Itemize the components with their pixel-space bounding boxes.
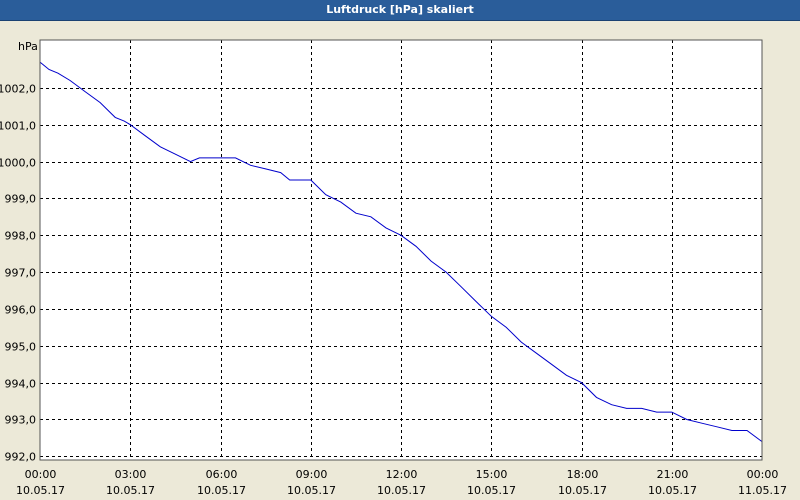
x-tick-time-label: 21:00	[657, 468, 689, 481]
y-tick-label: 992,0	[5, 451, 37, 464]
y-tick-label: 1002,0	[0, 83, 36, 96]
pressure-series-line	[39, 61, 763, 443]
y-tick-label: 998,0	[5, 230, 37, 243]
x-tick-date-label: 10.05.17	[558, 484, 607, 497]
plot-border	[39, 39, 763, 461]
x-tick-time-label: 06:00	[206, 468, 238, 481]
y-tick-label: 993,0	[5, 414, 37, 427]
x-tick-time-label: 09:00	[296, 468, 328, 481]
x-tick-date-label: 11.05.17	[738, 484, 787, 497]
window-title: Luftdruck [hPa] skaliert	[0, 0, 800, 21]
y-unit-label: hPa	[18, 40, 38, 53]
x-tick-date-label: 10.05.17	[648, 484, 697, 497]
y-tick-label: 997,0	[5, 267, 37, 280]
x-tick-date-label: 10.05.17	[106, 484, 155, 497]
x-tick-time-label: 00:00	[25, 468, 57, 481]
x-tick-time-label: 15:00	[476, 468, 508, 481]
x-tick-date-label: 10.05.17	[467, 484, 516, 497]
y-tick-label: 1000,0	[0, 157, 36, 170]
y-tick-label: 1001,0	[0, 120, 36, 133]
y-tick-label: 996,0	[5, 304, 37, 317]
y-tick-label: 994,0	[5, 378, 37, 391]
x-tick-date-label: 10.05.17	[16, 484, 65, 497]
y-tick-labels: 992,0 993,0 994,0 995,0 996,0 997,0 998,0 999,0…	[0, 83, 36, 464]
x-tick-time-label: 12:00	[386, 468, 418, 481]
x-tick-time-label: 00:00	[747, 468, 779, 481]
x-tick-date-label: 10.05.17	[197, 484, 246, 497]
y-tick-label: 995,0	[5, 341, 37, 354]
x-tick-date-label: 10.05.17	[377, 484, 426, 497]
x-tick-time-label: 03:00	[115, 468, 147, 481]
grid-lines	[40, 40, 762, 460]
x-tick-time-label: 18:00	[567, 468, 599, 481]
x-tick-date-label: 10.05.17	[287, 484, 336, 497]
x-tick-labels: 00:00 10.05.17 03:00 10.05.17 06:00 10.05.17 0…	[16, 468, 787, 497]
y-tick-label: 999,0	[5, 193, 37, 206]
